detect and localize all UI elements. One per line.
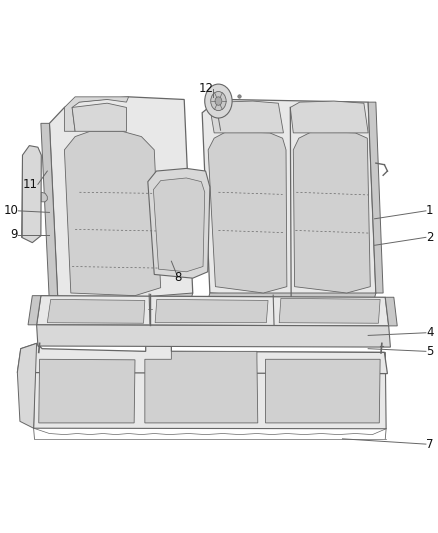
- Polygon shape: [72, 103, 127, 131]
- Text: 11: 11: [23, 178, 38, 191]
- Polygon shape: [28, 296, 41, 325]
- Circle shape: [211, 92, 226, 111]
- Polygon shape: [385, 297, 397, 326]
- Text: 7: 7: [426, 438, 434, 450]
- Polygon shape: [21, 155, 22, 237]
- Polygon shape: [37, 325, 390, 347]
- Polygon shape: [52, 293, 193, 317]
- Polygon shape: [155, 300, 268, 322]
- Text: 8: 8: [174, 271, 181, 284]
- Polygon shape: [34, 351, 386, 429]
- Polygon shape: [37, 296, 389, 326]
- Text: 9: 9: [11, 228, 18, 241]
- Text: 4: 4: [426, 326, 434, 340]
- Polygon shape: [18, 343, 388, 374]
- Polygon shape: [21, 146, 41, 243]
- Polygon shape: [205, 293, 376, 309]
- Polygon shape: [41, 123, 58, 304]
- Polygon shape: [210, 101, 283, 133]
- Text: 1: 1: [426, 204, 434, 217]
- Text: 5: 5: [426, 345, 433, 358]
- Polygon shape: [153, 178, 205, 272]
- Polygon shape: [293, 131, 370, 293]
- Polygon shape: [64, 97, 129, 131]
- Polygon shape: [18, 343, 37, 428]
- Polygon shape: [265, 359, 380, 423]
- Text: 10: 10: [4, 204, 18, 217]
- Polygon shape: [41, 192, 47, 202]
- Polygon shape: [279, 298, 380, 323]
- Polygon shape: [49, 97, 193, 305]
- Circle shape: [205, 84, 232, 118]
- Polygon shape: [47, 300, 145, 323]
- Text: 12: 12: [198, 83, 213, 95]
- Polygon shape: [290, 101, 368, 133]
- Polygon shape: [145, 351, 258, 423]
- Polygon shape: [148, 168, 210, 278]
- Polygon shape: [208, 131, 287, 293]
- Polygon shape: [368, 102, 383, 293]
- Circle shape: [215, 97, 222, 106]
- Polygon shape: [64, 131, 161, 296]
- Text: 2: 2: [426, 231, 434, 244]
- Polygon shape: [202, 100, 376, 303]
- Polygon shape: [39, 359, 135, 423]
